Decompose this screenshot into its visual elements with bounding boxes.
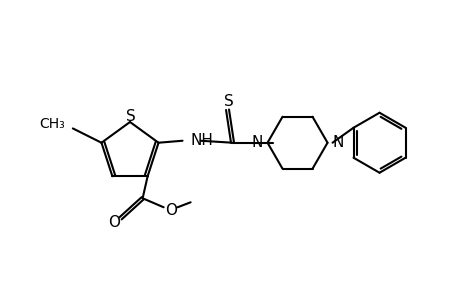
Text: CH₃: CH₃ [39, 117, 65, 131]
Text: S: S [126, 109, 135, 124]
Text: S: S [223, 94, 233, 109]
Text: N: N [332, 135, 343, 150]
Text: N: N [251, 135, 262, 150]
Text: O: O [164, 203, 176, 218]
Text: O: O [107, 215, 119, 230]
Text: NH: NH [190, 133, 213, 148]
